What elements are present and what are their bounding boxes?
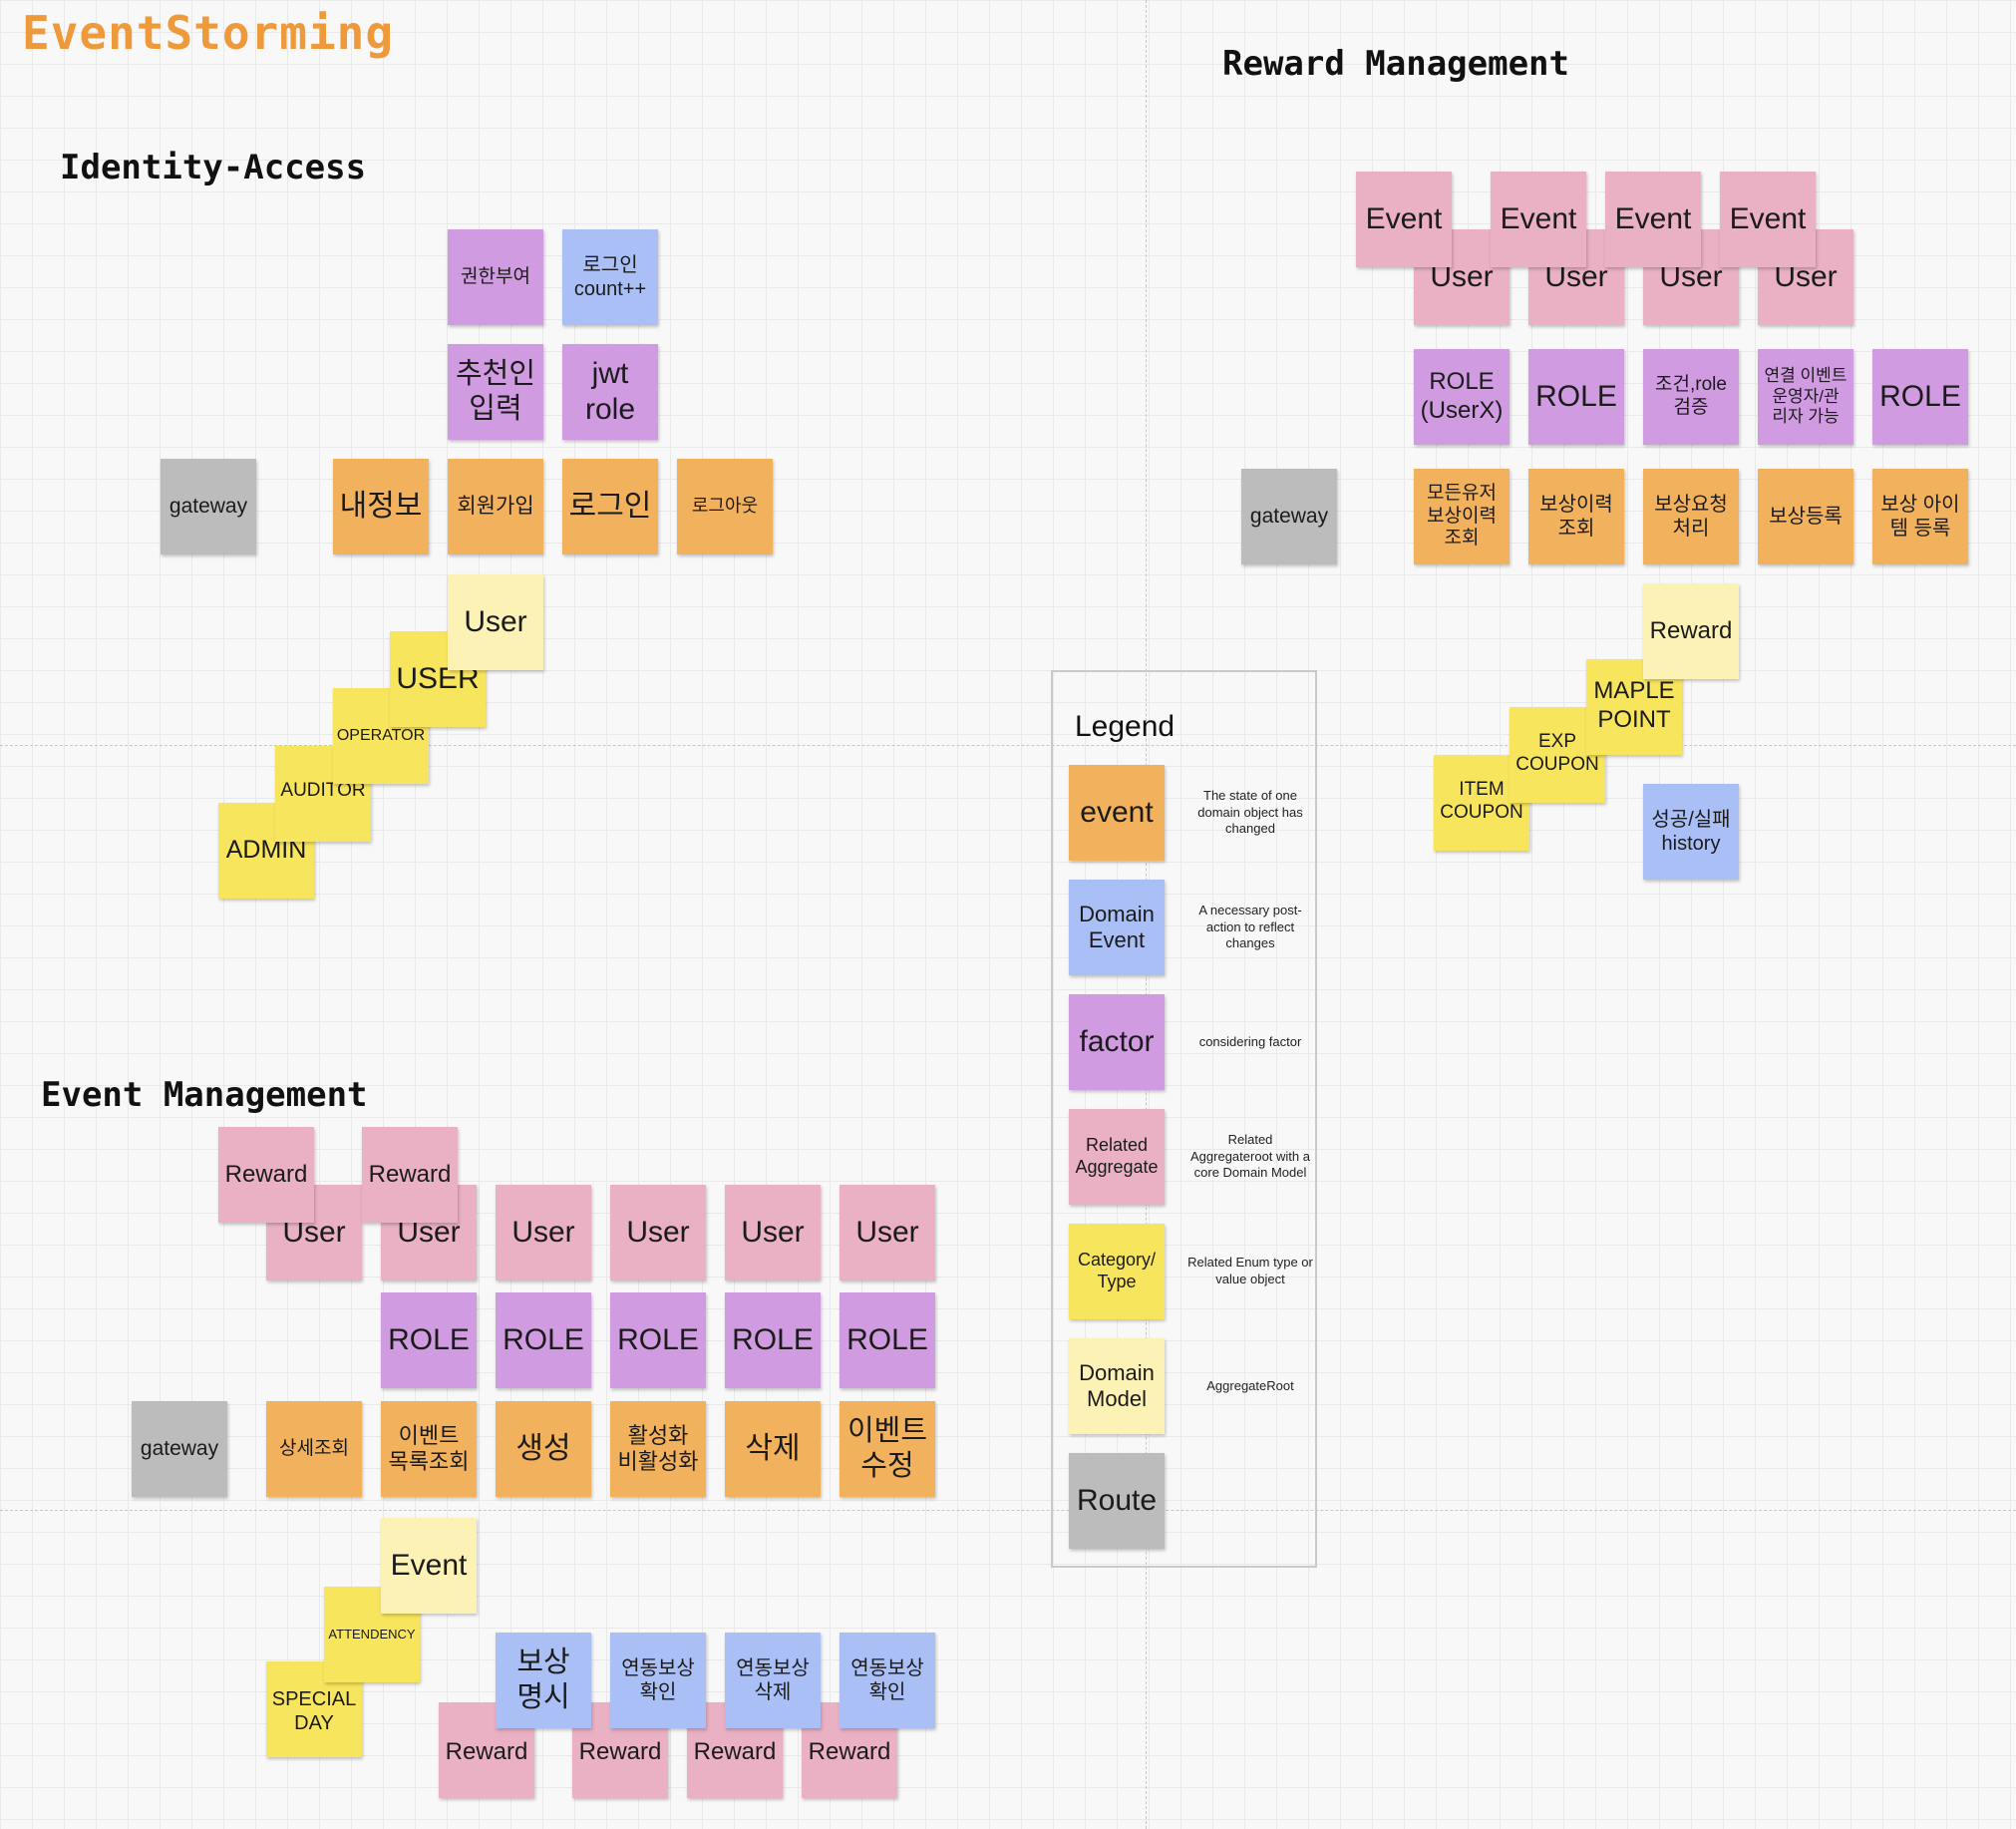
legend-desc-category-type: Related Enum type or value object [1187,1255,1313,1286]
sticky-event-activate-toggle[interactable]: 활성화 비활성화 [610,1401,706,1497]
sticky-event-all-users-reward-history[interactable]: 모든유저 보상이력 조회 [1414,469,1510,564]
sticky-factor-condition-role-check[interactable]: 조건,role 검증 [1643,349,1739,445]
sticky-agg-event[interactable]: Event [1491,172,1586,267]
sticky-event-my-info[interactable]: 내정보 [333,459,429,554]
sticky-event-signup[interactable]: 회원가입 [448,459,543,554]
sticky-type-maple-point[interactable]: MAPLE POINT [1586,659,1682,755]
sticky-model-event[interactable]: Event [381,1518,477,1614]
sticky-event-login[interactable]: 로그인 [562,459,658,554]
sticky-factor-role[interactable]: ROLE [1528,349,1624,445]
sticky-type-admin[interactable]: ADMIN [218,803,314,899]
section-divider-horizontal-top [0,745,2016,746]
legend-desc-domain-event: A necessary post-action to reflect chang… [1198,902,1302,951]
sticky-event-reward-history[interactable]: 보상이력 조회 [1528,469,1624,564]
sticky-factor-role[interactable]: ROLE [381,1292,477,1388]
legend-title: Legend [1075,710,1176,743]
sticky-route-gateway-reward[interactable]: gateway [1241,469,1337,564]
board-title: EventStorming [22,6,395,60]
sticky-factor-referral-input[interactable]: 추천인 입력 [448,344,543,440]
sticky-event-delete[interactable]: 삭제 [725,1401,821,1497]
sticky-agg-user[interactable]: User [610,1185,706,1280]
sticky-event-reward-item-register[interactable]: 보상 아이 템 등록 [1872,469,1968,564]
legend-swatch-event: event [1069,765,1165,861]
sticky-agg-user[interactable]: User [840,1185,935,1280]
legend-desc-event: The state of one domain object has chang… [1197,787,1303,837]
sticky-domain-linked-reward-check[interactable]: 연동보상 확인 [840,1633,935,1728]
sticky-model-reward[interactable]: Reward [1643,583,1739,679]
legend-swatch-domain-model: Domain Model [1069,1338,1165,1434]
sticky-agg-reward[interactable]: Reward [218,1127,314,1223]
sticky-agg-event[interactable]: Event [1720,172,1816,267]
sticky-factor-role[interactable]: ROLE [610,1292,706,1388]
legend-swatch-route: Route [1069,1453,1165,1549]
sticky-model-user[interactable]: User [448,574,543,670]
sticky-event-create[interactable]: 생성 [496,1401,591,1497]
sticky-factor-role[interactable]: ROLE [496,1292,591,1388]
legend-desc-domain-model: AggregateRoot [1206,1377,1294,1393]
sticky-route-gateway-event[interactable]: gateway [132,1401,227,1497]
section-title-event-management: Event Management [41,1075,368,1115]
sticky-factor-role[interactable]: ROLE [725,1292,821,1388]
sticky-event-reward-register[interactable]: 보상등록 [1758,469,1853,564]
sticky-event-detail-view[interactable]: 상세조회 [266,1401,362,1497]
sticky-factor-linked-event-operator[interactable]: 연결 이벤트 운영자/관 리자 가능 [1758,349,1853,445]
sticky-domain-linked-reward-check[interactable]: 연동보상 확인 [610,1633,706,1728]
sticky-agg-event[interactable]: Event [1605,172,1701,267]
legend-box [1051,670,1317,1568]
sticky-domain-reward-specify[interactable]: 보상 명시 [496,1633,591,1728]
sticky-factor-role[interactable]: ROLE [1872,349,1968,445]
section-divider-horizontal-bottom [0,1510,2016,1511]
sticky-factor-role-userx[interactable]: ROLE (UserX) [1414,349,1510,445]
sticky-event-edit[interactable]: 이벤트 수정 [840,1401,935,1497]
sticky-factor-role[interactable]: ROLE [840,1292,935,1388]
legend-swatch-factor: factor [1069,994,1165,1090]
sticky-factor-grant-permission[interactable]: 권한부여 [448,229,543,325]
legend-swatch-category-type: Category/ Type [1069,1224,1165,1319]
sticky-event-list-view[interactable]: 이벤트 목록조회 [381,1401,477,1497]
sticky-domain-result-history[interactable]: 성공/실패 history [1643,784,1739,880]
sticky-type-attendency[interactable]: ATTENDENCY [324,1587,420,1682]
sticky-agg-user[interactable]: User [725,1185,821,1280]
sticky-agg-reward[interactable]: Reward [362,1127,458,1223]
legend-swatch-domain-event: Domain Event [1069,880,1165,975]
sticky-factor-jwt-role[interactable]: jwt role [562,344,658,440]
sticky-event-logout[interactable]: 로그아웃 [677,459,773,554]
sticky-domain-login-count[interactable]: 로그인 count++ [562,229,658,325]
legend-desc-related-aggregate: Related Aggregateroot with a core Domain… [1190,1131,1310,1181]
section-title-reward-management: Reward Management [1222,44,1569,84]
sticky-agg-reward[interactable]: Reward [439,1702,534,1798]
sticky-agg-user[interactable]: User [496,1185,591,1280]
legend-desc-factor: considering factor [1198,1033,1302,1049]
sticky-agg-event[interactable]: Event [1356,172,1452,267]
legend-swatch-related-aggregate: Related Aggregate [1069,1109,1165,1205]
section-title-identity-access: Identity-Access [60,148,367,187]
sticky-event-reward-request[interactable]: 보상요청 처리 [1643,469,1739,564]
sticky-domain-linked-reward-delete[interactable]: 연동보상 삭제 [725,1633,821,1728]
sticky-route-gateway-identity[interactable]: gateway [161,459,256,554]
